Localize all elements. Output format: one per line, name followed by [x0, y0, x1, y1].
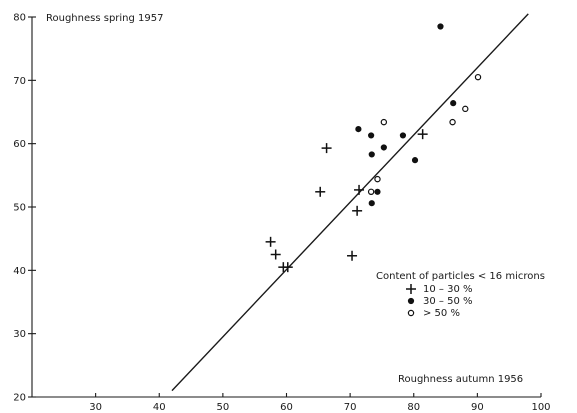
- x-tick-label: 100: [531, 402, 550, 413]
- data-point-plus: [270, 249, 281, 260]
- legend-marker-filled: [407, 297, 415, 305]
- x-axis-label: Roughness autumn 1956: [398, 374, 523, 385]
- data-points: [265, 23, 482, 273]
- data-point-filled: [368, 200, 375, 207]
- legend-label: 10 – 30 %: [423, 284, 473, 295]
- data-point-open: [380, 118, 388, 126]
- legend-marker-plus: [406, 284, 416, 294]
- y-axis-label: Roughness spring 1957: [46, 13, 164, 24]
- data-point-filled: [450, 100, 457, 107]
- data-point-filled: [368, 151, 375, 158]
- data-point-filled: [374, 188, 381, 195]
- data-point-open: [374, 175, 381, 183]
- legend: Content of particles < 16 microns 10 – 3…: [376, 271, 545, 319]
- data-point-plus: [347, 250, 358, 261]
- data-point-plus: [265, 236, 276, 247]
- regression-line: [171, 13, 529, 392]
- legend-label: > 50 %: [423, 308, 460, 319]
- legend-title: Content of particles < 16 microns: [376, 271, 545, 282]
- x-tick-label: 90: [471, 402, 484, 413]
- x-tick-label: 80: [407, 402, 420, 413]
- data-point-filled: [368, 132, 375, 139]
- legend-marker-open: [407, 309, 415, 317]
- x-tick-label: 60: [280, 402, 293, 413]
- data-point-plus: [354, 184, 365, 195]
- data-point-filled: [380, 144, 387, 151]
- data-point-plus: [282, 262, 293, 273]
- data-point-plus: [321, 143, 332, 154]
- y-tick-label: 50: [13, 203, 26, 214]
- data-point-open: [462, 105, 469, 113]
- data-point-plus: [352, 205, 363, 216]
- x-tick-label: 50: [217, 402, 230, 413]
- x-tick-label: 30: [89, 402, 102, 413]
- y-tick-label: 60: [13, 139, 26, 150]
- y-tick-label: 30: [13, 329, 26, 340]
- data-point-plus: [315, 186, 326, 197]
- data-point-filled: [399, 132, 407, 139]
- x-tick-label: 70: [344, 402, 357, 413]
- y-tick-label: 80: [13, 13, 26, 24]
- data-point-open: [367, 188, 375, 195]
- data-point-plus: [417, 129, 428, 140]
- data-point-open: [474, 73, 482, 81]
- legend-label: 30 – 50 %: [423, 296, 473, 307]
- y-tick-label: 40: [13, 266, 26, 277]
- data-point-filled: [437, 23, 444, 30]
- axes: [28, 16, 542, 398]
- x-tick-label: 40: [153, 402, 166, 413]
- tick-labels: 20 30 40 50 60 70 80 30 40 50 60 70 80 90 100: [13, 13, 550, 413]
- data-point-filled: [411, 157, 419, 164]
- data-point-filled: [355, 126, 362, 133]
- data-point-open: [449, 118, 456, 126]
- y-tick-label: 70: [13, 76, 26, 87]
- y-tick-label: 20: [13, 393, 26, 404]
